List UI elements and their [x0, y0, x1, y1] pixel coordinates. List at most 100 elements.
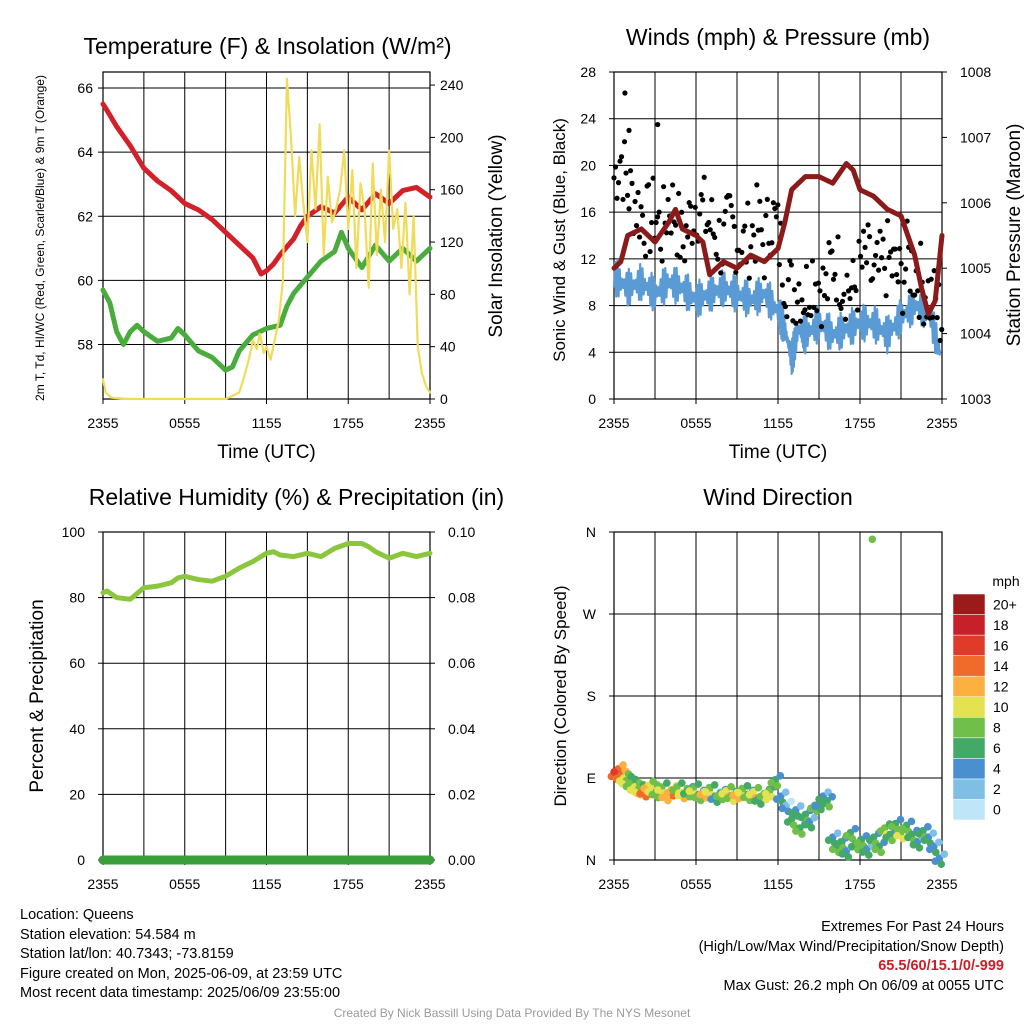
direction-dot — [888, 836, 896, 845]
gust-dot — [754, 182, 760, 188]
gust-dot — [833, 297, 840, 303]
y-axis-label: 2m T, Td, HI/WC (Red, Green, Scarlet/Blu… — [33, 75, 47, 401]
gust-dot — [797, 318, 804, 324]
x-axis-label: Time (UTC) — [217, 442, 316, 463]
gust-dot — [860, 228, 867, 234]
gust-dot — [641, 240, 647, 246]
gust-dot — [830, 276, 837, 282]
y-tick-label: E — [587, 770, 596, 786]
direction-dot — [610, 768, 618, 776]
direction-dot — [772, 795, 781, 804]
colorbar-label: 18 — [993, 617, 1009, 633]
gust-dot — [665, 196, 671, 203]
x-tick-label: 1755 — [333, 415, 364, 431]
gust-dot — [808, 312, 814, 319]
y-tick-label: W — [583, 606, 597, 622]
gust-dot — [707, 227, 713, 233]
gust-dot — [698, 191, 704, 198]
gust-dot — [875, 267, 882, 273]
gust-dot — [677, 254, 683, 260]
x-tick-label: 1755 — [844, 415, 875, 431]
gust-dot — [838, 305, 844, 311]
gust-dot — [746, 275, 752, 281]
direction-dot — [694, 780, 703, 788]
y-right-tick-label: 160 — [440, 182, 464, 198]
direction-dot — [796, 802, 805, 810]
y-tick-label: 80 — [69, 590, 85, 606]
gust-dot — [611, 175, 617, 181]
gust-dot — [886, 254, 892, 261]
x-tick-label: 2355 — [598, 876, 629, 892]
gust-dot — [758, 227, 764, 233]
gust-dot — [635, 189, 641, 196]
gust-dot — [626, 127, 632, 133]
gust-dot — [847, 295, 853, 302]
direction-dot — [781, 788, 790, 797]
colorbar-title: mph — [992, 573, 1019, 589]
gust-dot — [916, 314, 922, 320]
y-tick-label: 8 — [588, 298, 596, 314]
gust-dot — [661, 184, 667, 190]
y-right-tick-label: 1008 — [960, 64, 991, 80]
y-right-tick-label: 0.10 — [448, 524, 475, 540]
direction-dot — [935, 838, 943, 847]
gust-dot — [930, 314, 936, 320]
gust-dot — [775, 202, 781, 208]
gust-dot — [842, 316, 849, 322]
gust-dot — [889, 273, 895, 279]
gust-dot — [740, 228, 746, 234]
gust-dot — [863, 260, 870, 266]
gust-dot — [857, 253, 864, 259]
gust-dot — [650, 175, 656, 181]
gust-dot — [645, 182, 652, 188]
x-tick-label: 1155 — [763, 415, 793, 431]
gust-dot — [658, 246, 664, 252]
gust-dot — [618, 154, 625, 160]
gust-dot — [785, 277, 791, 283]
x-tick-label: 1755 — [333, 876, 364, 892]
direction-dot — [783, 818, 792, 826]
gust-dot — [815, 280, 822, 286]
gust-dot — [733, 269, 739, 275]
y-right-axis-label: Solar Insolation (Yellow) — [486, 134, 507, 337]
gust-dot — [787, 258, 793, 264]
direction-dot — [833, 829, 842, 838]
gust-dot — [642, 253, 649, 259]
y-tick-label: 28 — [580, 64, 596, 80]
direction-dot — [937, 860, 946, 868]
gust-dot — [692, 204, 698, 210]
y-tick-label: S — [587, 688, 596, 704]
gust-dot — [764, 196, 770, 202]
direction-dot — [751, 797, 759, 805]
y-right-tick-label: 40 — [440, 339, 456, 355]
gust-dot — [629, 180, 635, 186]
gust-dot — [622, 90, 628, 96]
direction-dot — [787, 797, 795, 806]
x-tick-label: 1155 — [251, 415, 281, 431]
gust-dot — [706, 219, 712, 226]
gust-dot — [820, 265, 826, 271]
direction-dot — [710, 781, 719, 789]
direction-dot — [868, 535, 877, 544]
gust-dot — [709, 197, 715, 203]
y-right-tick-label: 1005 — [960, 260, 991, 276]
colorbar-label: 20+ — [993, 596, 1017, 612]
gust-dot — [673, 222, 679, 228]
y-tick-label: 20 — [580, 157, 596, 173]
direction-dot — [718, 789, 726, 798]
gust-dot — [799, 297, 805, 303]
direction-dot — [865, 851, 873, 859]
gust-dot — [721, 221, 727, 227]
gust-dot — [727, 193, 733, 199]
colorbar-label: 4 — [993, 761, 1001, 777]
x-tick-label: 2355 — [414, 876, 445, 892]
direction-dot — [929, 829, 938, 838]
y-tick-label: 0 — [77, 852, 85, 868]
y-right-tick-label: 0.08 — [448, 590, 475, 606]
colorbar-label: 16 — [993, 637, 1009, 653]
y-right-tick-label: 1003 — [960, 391, 991, 407]
x-tick-label: 0555 — [169, 415, 200, 431]
direction-dot — [762, 789, 770, 798]
direction-dot — [767, 779, 776, 787]
